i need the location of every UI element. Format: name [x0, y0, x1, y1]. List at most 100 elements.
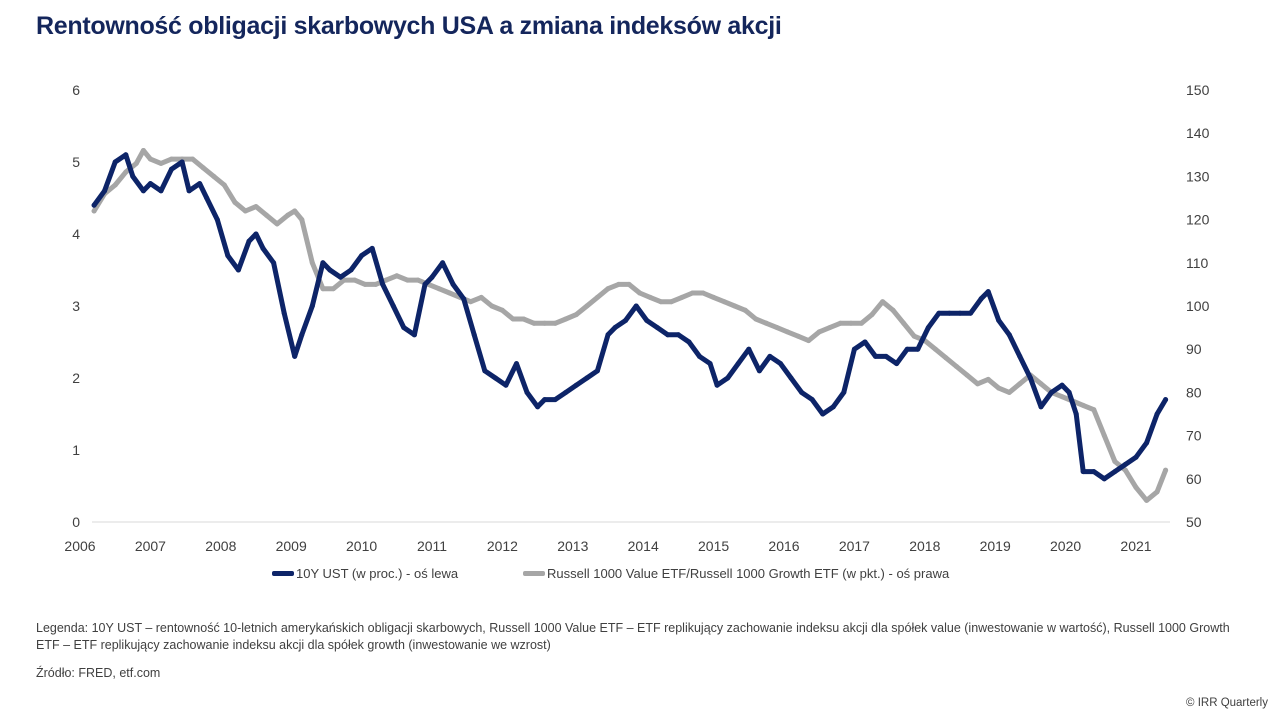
- data-point-10y-ust: [535, 404, 541, 410]
- y-tick-left: 1: [72, 442, 80, 458]
- y-tick-left: 0: [72, 514, 80, 530]
- legend-label-russell-ratio: Russell 1000 Value ETF/Russell 1000 Grow…: [547, 566, 950, 581]
- data-point-10y-ust: [140, 188, 146, 194]
- data-point-10y-ust: [309, 303, 315, 309]
- data-point-10y-ust: [968, 310, 974, 316]
- data-point-russell-ratio: [123, 169, 129, 175]
- data-point-10y-ust: [799, 389, 805, 395]
- data-point-10y-ust: [1122, 461, 1128, 467]
- data-point-10y-ust: [675, 332, 681, 338]
- y-tick-right: 50: [1186, 514, 1202, 530]
- data-point-10y-ust: [1101, 476, 1107, 482]
- data-point-10y-ust: [235, 267, 241, 273]
- data-point-russell-ratio: [274, 221, 280, 227]
- data-point-russell-ratio: [880, 299, 886, 305]
- data-point-10y-ust: [320, 260, 326, 266]
- data-point-russell-ratio: [563, 316, 569, 322]
- data-point-10y-ust: [946, 310, 952, 316]
- data-point-russell-ratio: [785, 329, 790, 335]
- data-point-10y-ust: [1059, 382, 1065, 388]
- data-point-russell-ratio: [341, 277, 347, 283]
- data-point-10y-ust: [767, 353, 773, 359]
- data-point-russell-ratio: [1006, 389, 1012, 395]
- data-point-10y-ust: [714, 382, 720, 388]
- data-point-russell-ratio: [647, 294, 653, 300]
- legend-label-10y-ust: 10Y UST (w proc.) - oś lewa: [296, 566, 459, 581]
- x-tick: 2014: [628, 538, 659, 554]
- data-point-10y-ust: [91, 202, 97, 208]
- data-point-10y-ust: [1038, 404, 1044, 410]
- data-point-10y-ust: [978, 296, 984, 302]
- x-tick: 2018: [909, 538, 940, 554]
- data-point-10y-ust: [503, 382, 509, 388]
- data-point-russell-ratio: [169, 156, 174, 162]
- x-tick: 2016: [768, 538, 799, 554]
- source-note: Źródło: FRED, etf.com: [36, 666, 161, 680]
- data-point-10y-ust: [299, 332, 305, 338]
- data-point-10y-ust: [985, 289, 991, 295]
- data-point-russell-ratio: [352, 277, 358, 283]
- data-point-russell-ratio: [690, 290, 695, 296]
- data-point-10y-ust: [1049, 389, 1054, 395]
- data-point-10y-ust: [1144, 440, 1150, 446]
- data-point-russell-ratio: [732, 303, 738, 309]
- data-point-russell-ratio: [932, 346, 938, 352]
- data-point-10y-ust: [429, 274, 435, 280]
- data-point-10y-ust: [788, 375, 794, 381]
- x-tick: 2015: [698, 538, 729, 554]
- data-point-10y-ust: [348, 267, 354, 273]
- data-point-10y-ust: [514, 361, 519, 367]
- data-point-10y-ust: [440, 260, 446, 266]
- series-group: [91, 148, 1169, 503]
- x-tick: 2012: [487, 538, 518, 554]
- y-tick-right: 90: [1186, 341, 1202, 357]
- data-point-russell-ratio: [975, 381, 981, 387]
- data-point-russell-ratio: [542, 320, 548, 326]
- y-tick-right: 140: [1186, 125, 1210, 141]
- data-point-russell-ratio: [858, 320, 864, 326]
- data-point-10y-ust: [735, 361, 741, 367]
- data-point-10y-ust: [605, 332, 611, 338]
- data-point-10y-ust: [623, 317, 629, 323]
- data-point-russell-ratio: [468, 299, 474, 305]
- data-point-10y-ust: [1066, 389, 1072, 395]
- x-tick: 2020: [1050, 538, 1081, 554]
- data-point-russell-ratio: [253, 204, 259, 210]
- data-point-10y-ust: [851, 346, 857, 352]
- data-point-russell-ratio: [112, 182, 118, 188]
- data-point-10y-ust: [904, 346, 910, 352]
- data-point-russell-ratio: [521, 316, 526, 322]
- data-point-russell-ratio: [605, 286, 611, 292]
- x-tick: 2006: [64, 538, 95, 554]
- data-point-russell-ratio: [531, 320, 537, 326]
- data-point-russell-ratio: [158, 160, 164, 166]
- x-tick: 2010: [346, 538, 377, 554]
- data-point-10y-ust: [197, 181, 203, 187]
- data-point-russell-ratio: [552, 320, 558, 326]
- data-point-10y-ust: [654, 325, 660, 331]
- data-point-russell-ratio: [133, 160, 139, 166]
- y-tick-left: 2: [72, 370, 80, 386]
- data-point-russell-ratio: [394, 273, 400, 279]
- data-point-10y-ust: [225, 253, 231, 259]
- data-point-10y-ust: [1080, 469, 1086, 475]
- data-point-russell-ratio: [890, 307, 896, 313]
- data-point-10y-ust: [957, 310, 963, 316]
- legend: 10Y UST (w proc.) - oś lewa Russell 1000…: [0, 566, 1280, 586]
- data-point-russell-ratio: [1059, 394, 1065, 400]
- data-point-10y-ust: [524, 389, 530, 395]
- x-tick: 2008: [205, 538, 236, 554]
- data-point-10y-ust: [401, 325, 407, 331]
- data-point-russell-ratio: [373, 281, 379, 287]
- data-point-russell-ratio: [837, 320, 843, 326]
- data-point-russell-ratio: [626, 281, 632, 287]
- y-tick-left: 5: [72, 154, 80, 170]
- axes: 0 1 2 3 4 5 6 50 60 70 80 90 100 110 120 130 140 150 2006 2…: [64, 82, 1209, 554]
- x-tick: 2009: [276, 538, 307, 554]
- data-point-10y-ust: [563, 389, 569, 395]
- data-point-russell-ratio: [190, 156, 196, 162]
- data-point-10y-ust: [390, 303, 396, 309]
- data-point-russell-ratio: [943, 355, 949, 361]
- data-point-russell-ratio: [711, 294, 717, 300]
- data-point-russell-ratio: [1122, 467, 1128, 473]
